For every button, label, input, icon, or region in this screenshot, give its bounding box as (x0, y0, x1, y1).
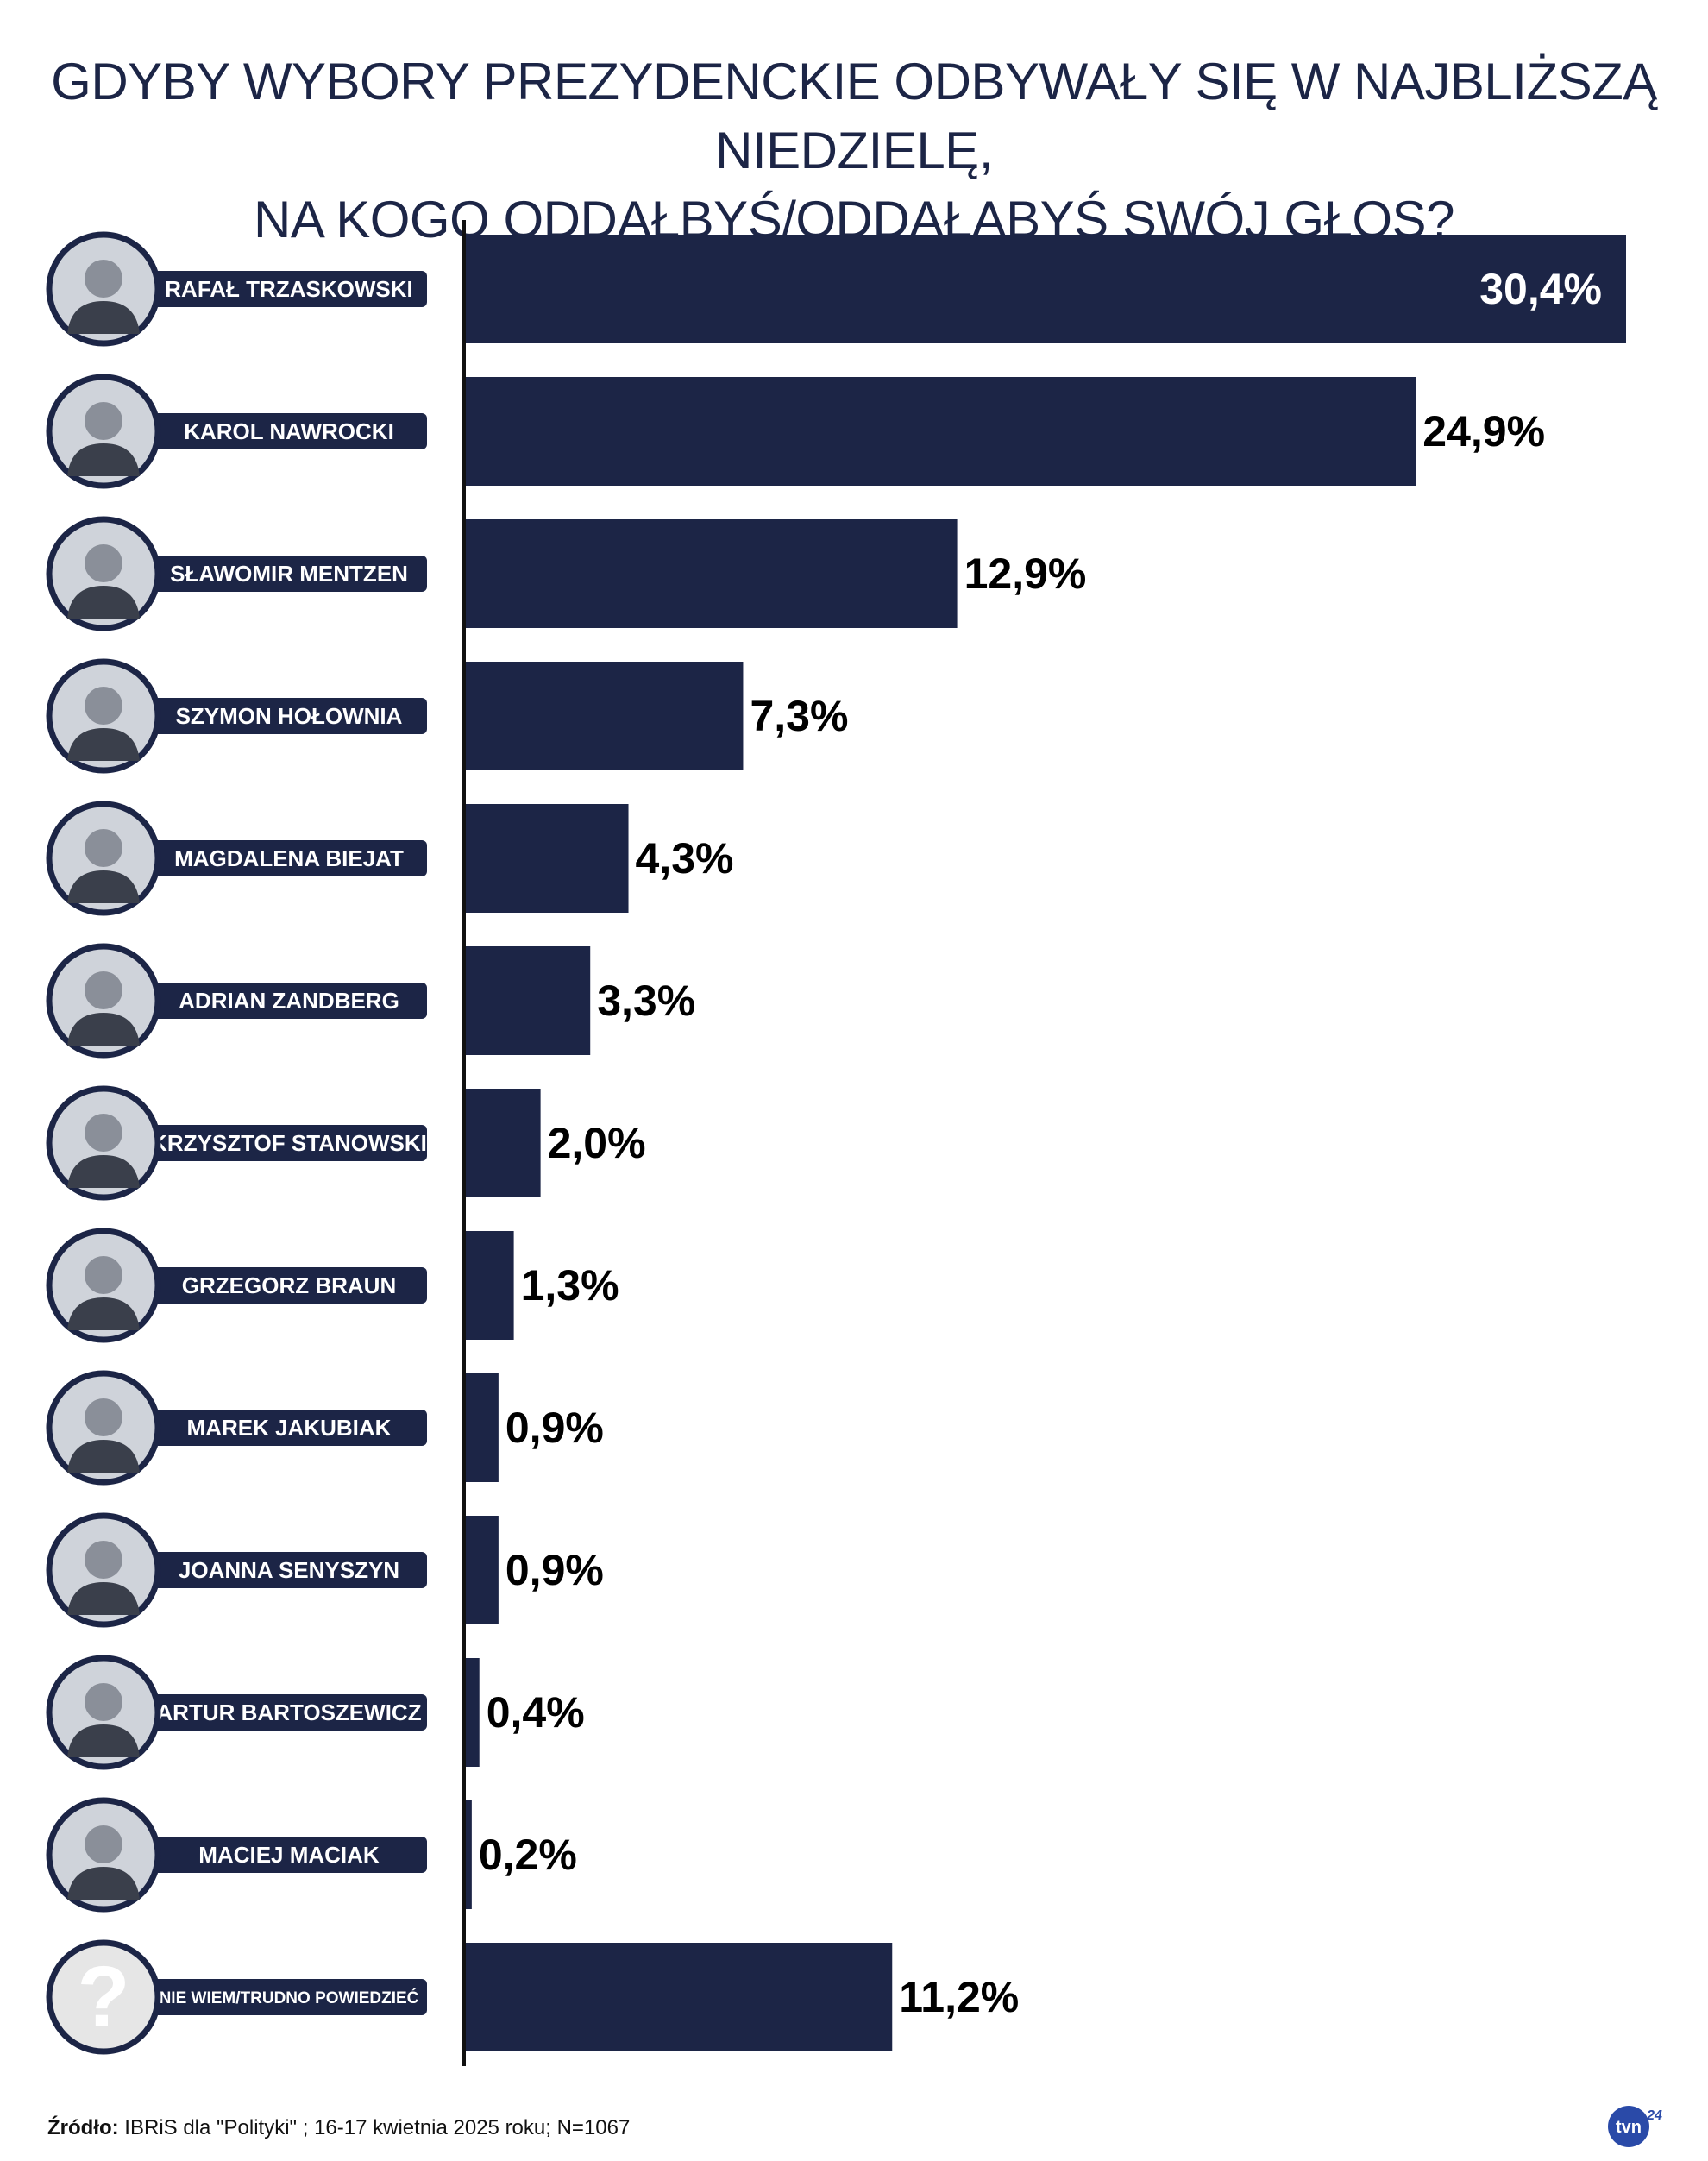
value-label: 4,3% (636, 834, 734, 883)
logo-subtext: 24 (1646, 2108, 1662, 2123)
category-label-pill (129, 1267, 427, 1304)
chart-title-line-1: GDYBY WYBORY PREZYDENCKIE ODBYWAŁY SIĘ W… (51, 53, 1657, 179)
category-label-pill (129, 1125, 427, 1161)
avatar-head (85, 402, 122, 440)
portrait-icon (46, 801, 161, 916)
bar (464, 1089, 541, 1197)
category-label: ADRIAN ZANDBERG (179, 988, 399, 1014)
value-label: 11,2% (899, 1973, 1019, 2021)
category-label: ARTUR BARTOSZEWICZ (156, 1699, 421, 1725)
value-label: 0,4% (487, 1688, 585, 1737)
category-label-pill (129, 271, 427, 307)
bar (464, 519, 958, 628)
bar (464, 946, 591, 1055)
category-label: RAFAŁ TRZASKOWSKI (165, 276, 412, 302)
category-label: MAREK JAKUBIAK (187, 1415, 392, 1441)
bar (464, 377, 1416, 486)
avatar-head (85, 1825, 122, 1863)
category-label: JOANNA SENYSZYN (179, 1557, 399, 1583)
portrait-icon (46, 943, 161, 1059)
bar (464, 1800, 472, 1909)
bar (464, 1658, 480, 1767)
avatar-shoulders (67, 443, 140, 476)
avatar-head (85, 971, 122, 1009)
category-label-pill (129, 983, 427, 1019)
value-label: 2,0% (548, 1119, 646, 1167)
category-label-pill (129, 556, 427, 592)
tvn24-logo: tvn 24 (1608, 2106, 1662, 2147)
category-label-pill (129, 698, 427, 734)
category-label: SŁAWOMIR MENTZEN (170, 561, 408, 587)
portrait-icon (46, 1512, 161, 1628)
category-label: MACIEJ MACIAK (198, 1842, 380, 1868)
category-label-pill (129, 413, 427, 449)
avatar-head (85, 1683, 122, 1721)
category-label-pill (129, 1694, 427, 1731)
portrait-icon (46, 1797, 161, 1913)
bar (464, 662, 744, 770)
avatar-head (85, 1541, 122, 1579)
category-label-pill (129, 1552, 427, 1588)
avatar-circle (46, 1939, 161, 2055)
portrait-icon (46, 658, 161, 774)
value-label: 0,9% (505, 1546, 604, 1594)
avatar-head (85, 260, 122, 298)
value-label: 0,9% (505, 1404, 604, 1452)
category-label: SZYMON HOŁOWNIA (176, 703, 403, 729)
category-label: KAROL NAWROCKI (184, 418, 394, 444)
avatar-head (85, 687, 122, 725)
category-label-pill (129, 1837, 427, 1873)
category-label: NIE WIEM/TRUDNO POWIEDZIEĆ (160, 1988, 419, 2007)
source-footer: Źródło: IBRiS dla "Polityki" ; 16-17 kwi… (47, 2116, 630, 2140)
avatar-shoulders (67, 301, 140, 334)
portrait-icon (46, 1085, 161, 1201)
bar (464, 1373, 499, 1482)
portrait-icon (46, 516, 161, 631)
category-label: KRZYSZTOF STANOWSKI (151, 1130, 427, 1156)
avatar-head (85, 544, 122, 582)
value-label: 7,3% (750, 692, 848, 740)
bar (464, 1516, 499, 1624)
avatar-shoulders (67, 870, 140, 903)
category-label-pill (129, 1410, 427, 1446)
value-label: 12,9% (964, 550, 1087, 598)
avatar-head (85, 829, 122, 867)
portrait-icon (46, 1228, 161, 1343)
logo-text: tvn (1616, 2118, 1642, 2137)
avatar-shoulders (67, 1155, 140, 1188)
avatar-shoulders (67, 728, 140, 761)
avatar-shoulders (67, 1440, 140, 1473)
portrait-icon (46, 231, 161, 347)
bar (464, 1231, 514, 1340)
bar (464, 804, 629, 913)
bar (464, 235, 1626, 343)
portrait-icon (46, 1370, 161, 1486)
avatar-shoulders (67, 1013, 140, 1046)
source-text: IBRiS dla "Polityki" ; 16-17 kwietnia 20… (118, 2116, 631, 2139)
avatar-head (85, 1114, 122, 1152)
category-label: MAGDALENA BIEJAT (174, 845, 404, 871)
category-label: GRZEGORZ BRAUN (182, 1272, 396, 1298)
avatar-shoulders (67, 1724, 140, 1757)
avatar-head (85, 1256, 122, 1294)
value-label: 0,2% (479, 1831, 577, 1879)
portrait-icon (46, 1655, 161, 1770)
avatar-head (85, 1398, 122, 1436)
value-label: 30,4% (1479, 265, 1602, 313)
source-label: Źródło: (47, 2116, 119, 2139)
portrait-icon (46, 374, 161, 489)
question-mark-glyph: ? (77, 1949, 129, 2045)
avatar-shoulders (67, 1867, 140, 1900)
bar (464, 1943, 893, 2051)
question-mark-icon: ? (46, 1939, 161, 2055)
value-label: 1,3% (521, 1261, 619, 1310)
avatar-shoulders (67, 1297, 140, 1330)
value-label: 24,9% (1422, 407, 1545, 455)
category-label-pill (129, 840, 427, 876)
value-label: 3,3% (597, 977, 695, 1025)
avatar-shoulders (67, 586, 140, 619)
category-label-pill (129, 1979, 427, 2015)
avatar-shoulders (67, 1582, 140, 1615)
